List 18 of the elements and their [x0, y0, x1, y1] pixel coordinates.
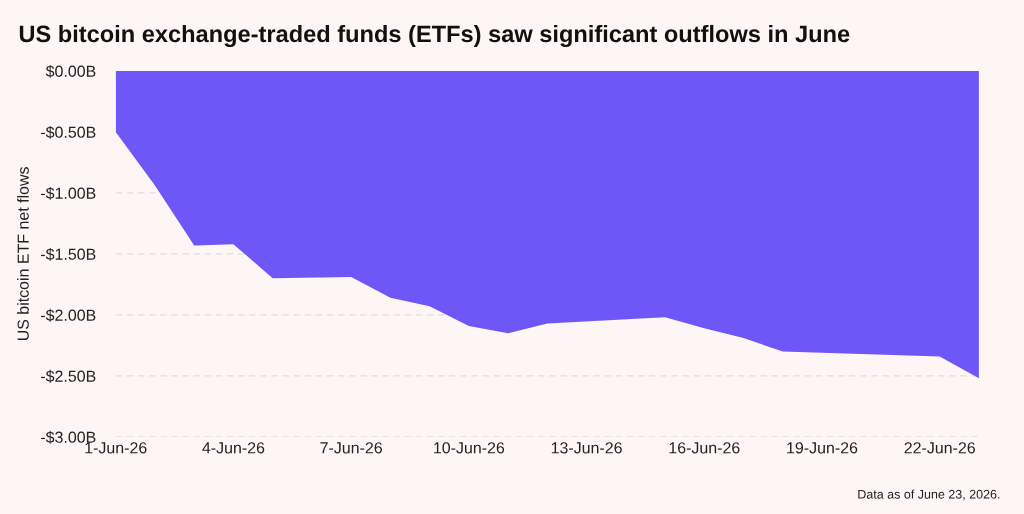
- x-tick-label: 4-Jun-26: [202, 442, 265, 454]
- y-tick-label: -$2.00B: [41, 308, 96, 322]
- x-tick-label: 13-Jun-26: [551, 442, 622, 454]
- x-tick-label: 1-Jun-26: [85, 442, 147, 454]
- x-tick-label: 7-Jun-26: [320, 442, 382, 454]
- y-tick-label: -$0.50B: [41, 125, 96, 139]
- y-axis-title: US bitcoin ETF net flows: [17, 167, 29, 341]
- y-tick-label: $0.00B: [45, 64, 96, 78]
- x-tick-label: 10-Jun-26: [434, 442, 505, 454]
- x-tick-label: 19-Jun-26: [787, 442, 858, 454]
- y-tick-label: -$1.50B: [41, 247, 96, 261]
- x-tick-label: 16-Jun-26: [669, 442, 740, 454]
- chart-title: US bitcoin exchange-traded funds (ETFs) saw significant outflows in June: [19, 24, 850, 48]
- y-tick-label: -$2.50B: [41, 369, 96, 383]
- y-tick-label: -$1.00B: [41, 186, 96, 200]
- text: Data as of June 23, 2026.: [858, 489, 1000, 501]
- y-tick-label: -$3.00B: [41, 430, 96, 444]
- x-tick-label: 22-Jun-26: [904, 442, 975, 454]
